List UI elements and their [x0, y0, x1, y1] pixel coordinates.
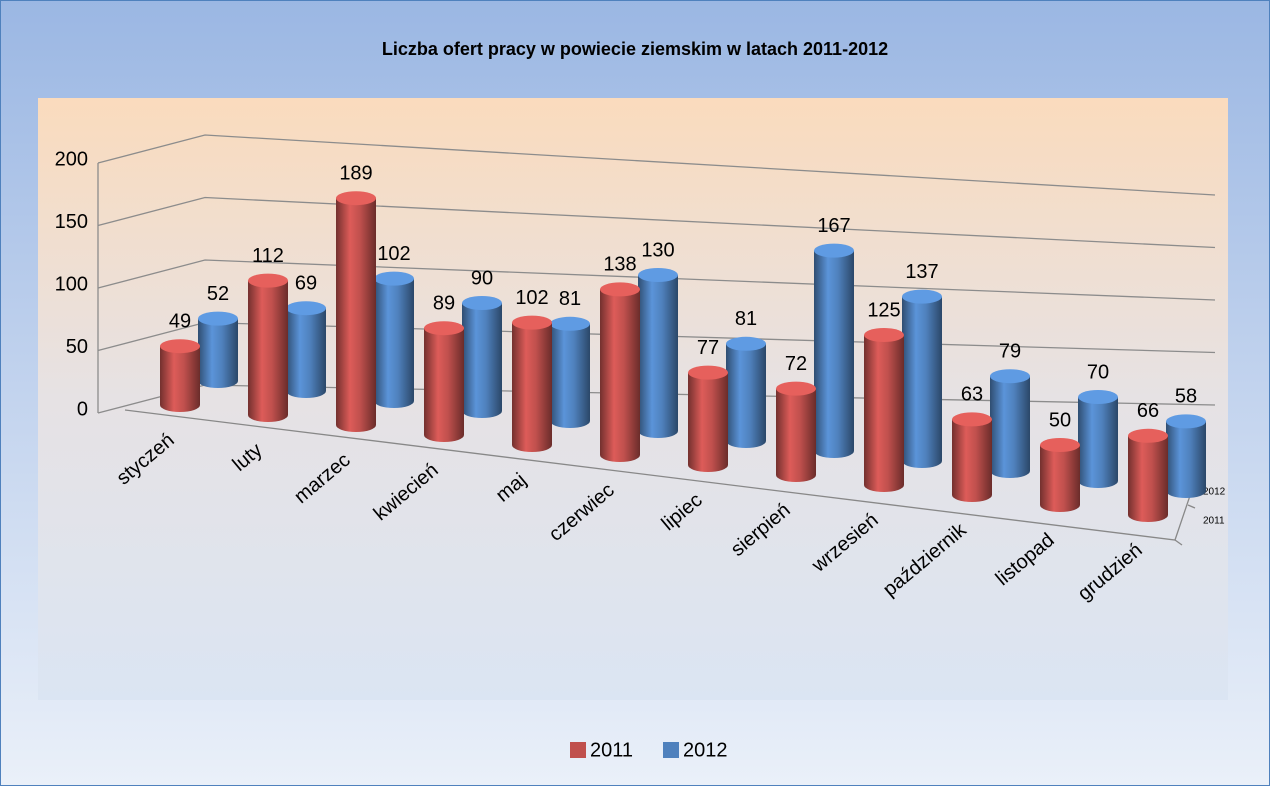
y-tick-label: 0: [77, 398, 88, 420]
bar: [248, 280, 288, 422]
data-label: 102: [515, 287, 548, 309]
bar-top: [512, 315, 552, 330]
bar-top: [990, 369, 1030, 384]
bar-top: [1078, 390, 1118, 404]
data-label: 63: [961, 384, 983, 406]
data-label: 90: [471, 267, 493, 289]
legend-swatch: [663, 742, 679, 758]
bar: [776, 388, 816, 482]
data-label: 72: [785, 353, 807, 375]
data-label: 81: [559, 288, 581, 310]
depth-tick: [1187, 504, 1196, 509]
bar-top: [814, 243, 854, 258]
y-tick-label: 50: [66, 336, 88, 358]
bar-top: [550, 316, 590, 331]
bar: [374, 278, 414, 408]
bar-top: [952, 412, 992, 427]
bar-top: [198, 311, 238, 326]
legend-label: 2012: [683, 739, 728, 761]
bar-top: [776, 381, 816, 396]
depth-label: 2012: [1203, 487, 1226, 498]
bar: [864, 335, 904, 492]
bar-top: [286, 301, 326, 316]
bar: [952, 419, 992, 502]
bar: [990, 376, 1030, 478]
data-label: 102: [377, 243, 410, 265]
data-label: 79: [999, 340, 1021, 362]
bar-top: [902, 289, 942, 304]
depth-tick: [1174, 539, 1183, 546]
bar-top: [1040, 438, 1080, 452]
data-label: 112: [252, 245, 284, 267]
data-label: 138: [603, 254, 636, 276]
data-label: 137: [905, 261, 938, 283]
data-label: 49: [169, 310, 191, 332]
data-label: 58: [1175, 386, 1197, 408]
grid-line: [97, 134, 1216, 196]
bar-top: [336, 191, 376, 206]
data-label: 125: [867, 299, 900, 321]
bar-top: [600, 282, 640, 297]
bar: [1128, 435, 1168, 522]
bar: [462, 303, 502, 418]
data-label: 189: [339, 162, 372, 184]
bar: [550, 323, 590, 428]
bar-top: [424, 321, 464, 336]
data-label: 66: [1137, 400, 1159, 422]
bar: [198, 318, 238, 388]
bar: [512, 322, 552, 452]
bar: [286, 308, 326, 398]
legend-swatch: [570, 742, 586, 758]
bar: [1078, 397, 1118, 488]
bar-top: [864, 328, 904, 342]
data-label: 89: [433, 292, 455, 314]
data-label: 77: [697, 337, 719, 359]
bar-top: [160, 339, 200, 354]
bar-top: [1166, 414, 1206, 429]
bar: [814, 250, 854, 458]
bar-top: [688, 365, 728, 380]
bar-top: [638, 268, 678, 282]
data-label: 81: [735, 308, 757, 330]
bar: [424, 328, 464, 442]
bar: [1166, 421, 1206, 498]
bar: [600, 289, 640, 462]
grid-line: [97, 259, 1216, 301]
bar: [638, 275, 678, 438]
chart-title: Liczba ofert pracy w powiecie ziemskim w…: [382, 39, 888, 59]
legend-label: 2011: [590, 739, 633, 761]
depth-label: 2011: [1203, 516, 1225, 527]
grid-line: [97, 196, 1216, 249]
data-label: 50: [1049, 409, 1071, 431]
data-label: 70: [1087, 361, 1109, 383]
y-tick-label: 200: [55, 148, 88, 170]
y-tick-label: 100: [55, 273, 88, 295]
bar: [1040, 445, 1080, 512]
bar: [726, 343, 766, 448]
bar: [688, 372, 728, 472]
bar: [336, 198, 376, 432]
data-label: 130: [641, 239, 674, 261]
data-label: 69: [295, 272, 317, 294]
data-label: 52: [207, 283, 229, 305]
bar: [160, 346, 200, 412]
bar-top: [726, 336, 766, 351]
data-label: 167: [817, 215, 850, 237]
bar-top: [462, 296, 502, 310]
bar-top: [1128, 428, 1168, 443]
y-tick-label: 150: [55, 211, 88, 233]
bar: [902, 296, 942, 468]
bar-top: [374, 271, 414, 286]
bar-top: [248, 273, 288, 288]
